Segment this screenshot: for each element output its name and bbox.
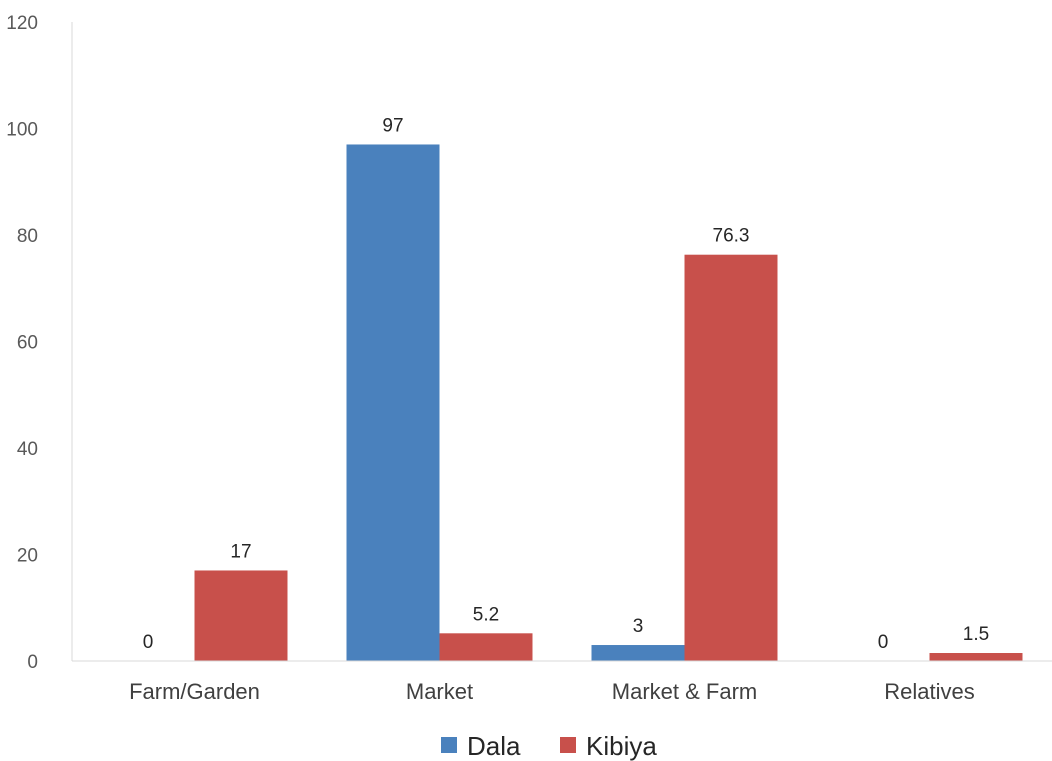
y-tick-label: 40 xyxy=(17,439,38,460)
y-tick-label: 20 xyxy=(17,546,38,567)
legend-label-dala: Dala xyxy=(467,731,521,761)
data-labels: 0 17 97 5.2 3 76.3 0 1.5 xyxy=(143,115,990,653)
x-tick-label: Market & Farm xyxy=(612,679,757,704)
x-axis: Farm/Garden Market Market & Farm Relatives xyxy=(72,660,1052,704)
data-label-dala-2: 3 xyxy=(633,616,644,637)
data-label-kibiya-3: 1.5 xyxy=(963,624,989,645)
bars xyxy=(194,144,1023,662)
bar-kibiya-2 xyxy=(684,254,778,661)
data-label-kibiya-1: 5.2 xyxy=(473,604,499,625)
data-label-dala-1: 97 xyxy=(382,115,403,136)
legend-label-kibiya: Kibiya xyxy=(586,731,657,761)
y-tick-label: 100 xyxy=(6,120,38,141)
y-tick-label: 80 xyxy=(17,226,38,247)
bar-kibiya-1 xyxy=(439,633,533,661)
x-tick-label: Market xyxy=(406,679,473,704)
y-axis: 0 20 40 60 80 100 120 xyxy=(6,13,73,673)
y-tick-label: 120 xyxy=(6,13,38,34)
bar-kibiya-0 xyxy=(194,570,288,661)
y-tick-label: 60 xyxy=(17,333,38,354)
x-tick-label: Farm/Garden xyxy=(129,679,260,704)
data-label-dala-3: 0 xyxy=(878,632,889,653)
y-tick-label: 0 xyxy=(27,652,38,673)
data-label-kibiya-0: 17 xyxy=(230,541,251,562)
bar-kibiya-3 xyxy=(929,653,1023,661)
bar-dala-1 xyxy=(346,144,440,662)
data-label-dala-0: 0 xyxy=(143,632,154,653)
data-label-kibiya-2: 76.3 xyxy=(713,226,750,247)
bar-dala-2 xyxy=(591,645,685,661)
x-tick-label: Relatives xyxy=(884,679,974,704)
legend-swatch-dala xyxy=(441,737,457,753)
legend: Dala Kibiya xyxy=(441,731,657,761)
legend-swatch-kibiya xyxy=(560,737,576,753)
